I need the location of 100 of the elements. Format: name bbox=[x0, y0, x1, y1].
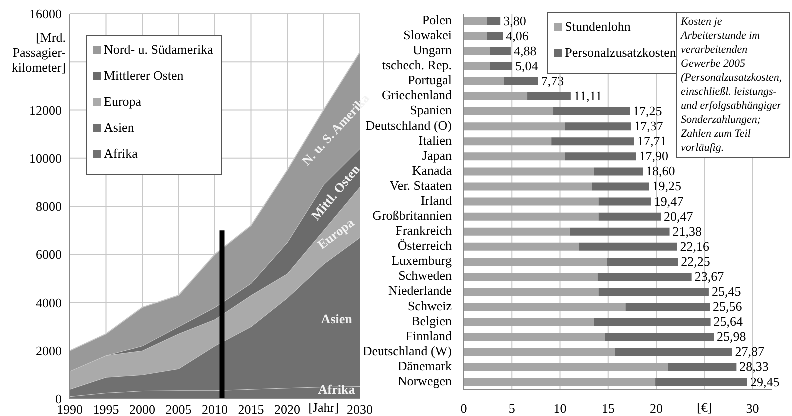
bar bbox=[607, 258, 678, 266]
y-tick-label: 10000 bbox=[30, 150, 62, 166]
bar bbox=[554, 108, 630, 116]
bar bbox=[464, 17, 488, 26]
bar bbox=[464, 333, 606, 342]
y-tick-label: Finnland bbox=[406, 328, 452, 344]
y-tick-label: Dänemark bbox=[398, 358, 452, 374]
y-tick-label: Luxemburg bbox=[392, 253, 452, 268]
total-label: 23,67 bbox=[694, 268, 725, 284]
bar bbox=[592, 182, 650, 191]
total-label: 4,88 bbox=[514, 43, 537, 58]
total-label: 18,60 bbox=[646, 164, 676, 179]
bar bbox=[464, 378, 656, 386]
y-tick-label: 16000 bbox=[30, 6, 62, 22]
y-tick-label: Schweden bbox=[398, 268, 452, 284]
y-tick-label: Frankreich bbox=[396, 223, 452, 238]
bar bbox=[464, 47, 490, 56]
bar bbox=[668, 363, 737, 372]
bar bbox=[615, 348, 732, 356]
bar bbox=[464, 288, 599, 296]
x-tick-label: 2010 bbox=[202, 402, 228, 416]
legend-label: Nord- u. Südamerika bbox=[104, 42, 214, 58]
bar bbox=[464, 318, 594, 326]
total-label: 17,90 bbox=[639, 148, 669, 164]
bar bbox=[528, 92, 571, 101]
total-label: 22,25 bbox=[681, 254, 710, 269]
total-label: 17,25 bbox=[633, 104, 662, 119]
y-tick-label: Norwegen bbox=[398, 373, 452, 388]
text: Kosten je Arbeiterstunde im verarbeitenden Gewerbe 2005 (Personalzusatzkosten, einschließl. leistungs- und erfolgsabhängiger Sonderzahlungen; Zahlen zum Teil vorläufig. bbox=[681, 16, 782, 154]
x-tick-label: 0 bbox=[460, 401, 468, 416]
total-label: 4,06 bbox=[506, 28, 530, 44]
y-tick-label: Schweiz bbox=[408, 298, 452, 314]
total-label: 20,47 bbox=[664, 208, 694, 224]
y-tick-label: Deutschland (W) bbox=[362, 343, 452, 358]
x-axis-title: [Jahr] bbox=[308, 400, 339, 415]
total-label: 21,38 bbox=[672, 224, 702, 239]
total-label: 11,11 bbox=[574, 88, 602, 104]
y-tick-label: 8000 bbox=[36, 199, 62, 214]
y-tick-label: 4000 bbox=[36, 295, 62, 310]
x-tick-label: 2015 bbox=[238, 402, 264, 416]
bar bbox=[464, 272, 598, 281]
y-tick-label: Kanada bbox=[412, 162, 452, 178]
bar bbox=[504, 77, 538, 86]
legend-label: Afrika bbox=[104, 146, 138, 162]
annotation: Afrika bbox=[318, 382, 356, 397]
x-tick-label: 2000 bbox=[130, 402, 156, 416]
legend-label: Europa bbox=[104, 94, 142, 110]
y-tick-label: Spanien bbox=[410, 102, 452, 118]
bar bbox=[464, 363, 668, 372]
total-label: 29,45 bbox=[750, 374, 780, 390]
bar bbox=[594, 168, 644, 176]
total-label: 7,73 bbox=[541, 73, 564, 88]
bar bbox=[464, 242, 580, 251]
total-label: 25,64 bbox=[714, 314, 744, 330]
bar bbox=[570, 228, 670, 236]
bar bbox=[464, 228, 570, 236]
bar bbox=[565, 152, 636, 161]
total-label: 3,80 bbox=[504, 13, 526, 28]
x-tick-label: 2005 bbox=[166, 402, 192, 416]
x-tick-label: 2020 bbox=[274, 402, 300, 416]
y-tick-label: Portugal bbox=[408, 72, 452, 88]
x-axis-title: [€] bbox=[697, 400, 712, 415]
bar bbox=[464, 303, 626, 312]
bar bbox=[626, 303, 710, 312]
y-tick-label: Ver. Staaten bbox=[390, 178, 452, 193]
x-tick-label: 20 bbox=[650, 401, 663, 416]
bar bbox=[605, 333, 714, 342]
y-tick-label: 6000 bbox=[36, 247, 62, 262]
bar bbox=[464, 62, 490, 70]
legend-label: Mittlerer Osten bbox=[104, 68, 184, 84]
legend-label: Asien bbox=[104, 120, 134, 136]
bar bbox=[464, 92, 528, 101]
y-tick-label: Japan bbox=[422, 148, 452, 163]
bar bbox=[594, 318, 711, 326]
x-tick-label: 1995 bbox=[93, 402, 120, 416]
bar bbox=[598, 198, 652, 206]
y-tick-label: Griechenland bbox=[382, 88, 452, 103]
bar bbox=[464, 152, 566, 161]
y-tick-label: Italien bbox=[418, 132, 452, 148]
x-tick-label: 10 bbox=[554, 401, 567, 416]
bar bbox=[487, 32, 504, 40]
total-label: 19,25 bbox=[652, 178, 682, 194]
bar bbox=[464, 77, 504, 86]
total-label: 25,56 bbox=[713, 299, 743, 314]
legend-label: Personalzusatzkosten bbox=[565, 45, 676, 61]
bar bbox=[487, 17, 501, 26]
y-tick-label: Ungarn bbox=[413, 42, 452, 58]
y-tick-label: Belgien bbox=[412, 313, 452, 328]
bar bbox=[464, 348, 616, 356]
total-label: 22,16 bbox=[680, 238, 710, 254]
legend-label: Stundenlohn bbox=[565, 19, 631, 35]
total-label: 17,71 bbox=[637, 134, 667, 149]
total-label: 17,37 bbox=[634, 118, 664, 134]
bar bbox=[656, 378, 748, 386]
y-tick-label: Österreich bbox=[398, 238, 452, 254]
bar bbox=[552, 138, 634, 146]
total-label: 19,47 bbox=[654, 194, 684, 209]
total-label: 25,45 bbox=[712, 284, 742, 300]
bar bbox=[598, 212, 662, 221]
y-tick-label: Niederlande bbox=[388, 283, 452, 298]
